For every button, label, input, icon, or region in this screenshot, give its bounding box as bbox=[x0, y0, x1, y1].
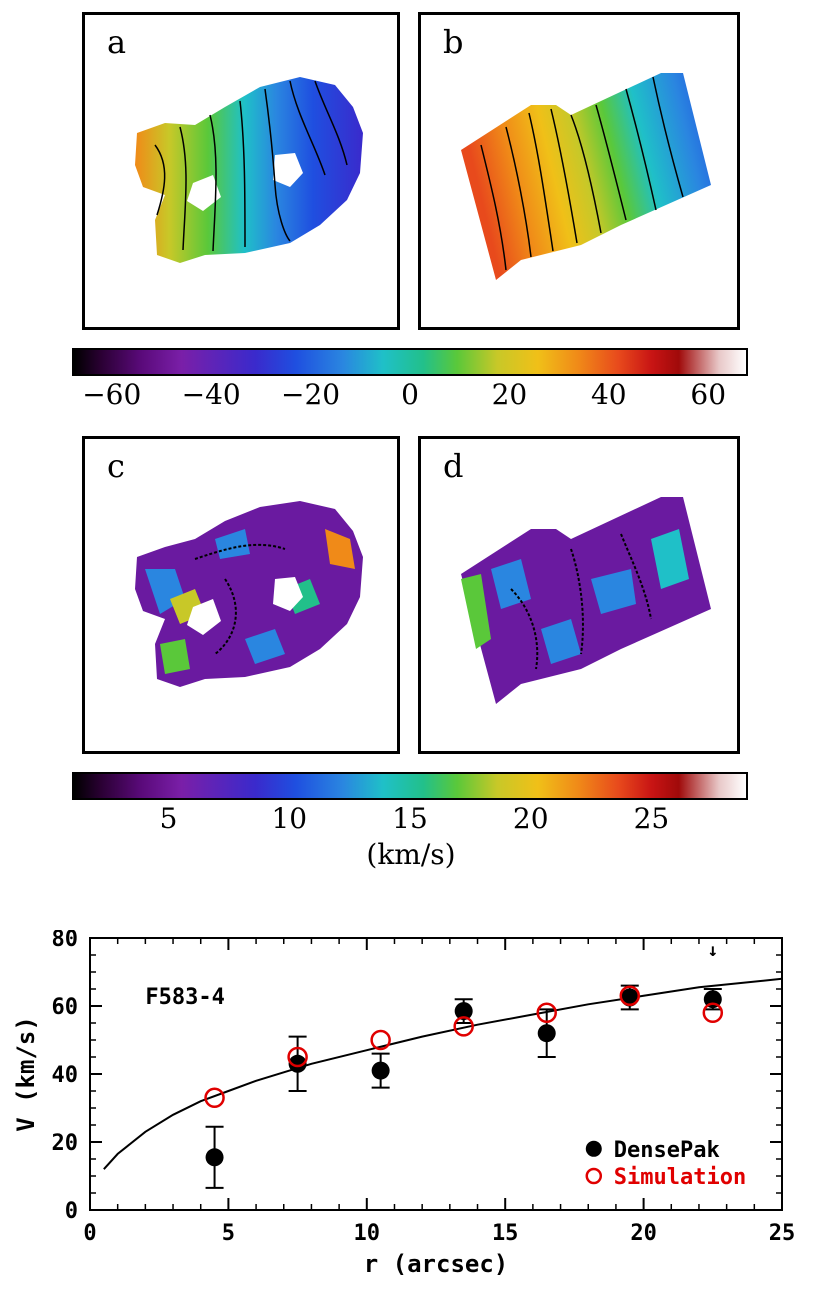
dispersion-colorbar-tick-label: 25 bbox=[633, 802, 670, 835]
y-axis-label: V (km/s) bbox=[12, 1016, 40, 1132]
panel-c-label: c bbox=[107, 447, 125, 485]
panel-b: b bbox=[418, 12, 740, 330]
velocity-map-b bbox=[461, 73, 711, 280]
x-tick-label: 0 bbox=[83, 1221, 96, 1246]
simulation-point bbox=[204, 1087, 225, 1109]
simulation-point bbox=[287, 1046, 308, 1068]
x-tick-label: 25 bbox=[769, 1221, 796, 1246]
dispersion-colorbar-tick-label: 10 bbox=[271, 802, 308, 835]
legend-simulation-label: Simulation bbox=[614, 1165, 746, 1190]
dispersion-unit-label: (km/s) bbox=[366, 838, 456, 871]
y-tick-label: 0 bbox=[65, 1199, 78, 1224]
chart-title: F583-4 bbox=[145, 985, 224, 1010]
velocity-colorbar-tick-label: −60 bbox=[82, 378, 142, 411]
dispersion-colorbar-tick-label: 5 bbox=[159, 802, 178, 835]
velocity-colorbar-tick-label: −20 bbox=[281, 378, 341, 411]
dispersion-colorbar-tick-label: 15 bbox=[392, 802, 428, 835]
velocity-colorbar-tick-label: 40 bbox=[590, 378, 627, 411]
simulation-point bbox=[453, 1016, 474, 1037]
dispersion-colorbar bbox=[72, 772, 748, 800]
velocity-colorbar-tick-label: −40 bbox=[181, 378, 241, 411]
x-tick-label: 10 bbox=[354, 1221, 381, 1246]
simulation-point bbox=[619, 985, 641, 1007]
densepak-point bbox=[205, 1148, 224, 1167]
panel-a-label: a bbox=[107, 23, 127, 61]
velocity-colorbar bbox=[72, 348, 748, 376]
panel-d-label: d bbox=[443, 447, 464, 485]
y-tick-label: 40 bbox=[52, 1063, 79, 1088]
upper-limit-arrow: ↓ bbox=[707, 940, 718, 961]
dispersion-map-c bbox=[135, 501, 363, 687]
panel-d: d bbox=[418, 436, 740, 754]
simulation-point bbox=[370, 1029, 391, 1051]
velocity-map-a bbox=[135, 77, 363, 263]
y-tick-label: 80 bbox=[52, 930, 79, 952]
velocity-colorbar-tick-label: 0 bbox=[401, 378, 419, 411]
velocity-colorbar-tick-label: 60 bbox=[690, 378, 727, 411]
densepak-point bbox=[371, 1061, 390, 1080]
dispersion-colorbar-tick-label: 20 bbox=[512, 802, 549, 835]
y-tick-label: 60 bbox=[52, 995, 79, 1020]
x-tick-label: 15 bbox=[492, 1221, 519, 1246]
panel-c: c bbox=[82, 436, 400, 754]
x-tick-label: 5 bbox=[222, 1221, 235, 1246]
x-axis-label: r (arcsec) bbox=[364, 1250, 509, 1278]
densepak-point bbox=[454, 1002, 473, 1021]
velocity-colorbar-tick-label: 20 bbox=[491, 378, 528, 411]
legend-densepak-marker bbox=[585, 1140, 602, 1157]
dispersion-map-d bbox=[461, 497, 711, 704]
model-curve-line bbox=[103, 977, 783, 1170]
densepak-point bbox=[620, 988, 639, 1007]
legend-simulation-marker bbox=[585, 1167, 603, 1185]
rotation-curve-chart: 0 5 10 15 20 25 0 20 40 60 80 r (arcsec) V (km/s) F58… bbox=[12, 930, 796, 1278]
x-tick-label: 20 bbox=[630, 1221, 657, 1246]
panel-a: a bbox=[82, 12, 400, 330]
densepak-point bbox=[537, 1024, 556, 1043]
legend-densepak-label: DensePak bbox=[614, 1138, 720, 1163]
panel-b-label: b bbox=[443, 23, 464, 61]
densepak-point bbox=[288, 1054, 307, 1073]
y-tick-label: 20 bbox=[52, 1131, 79, 1156]
simulation-point bbox=[702, 1002, 724, 1024]
simulation-point bbox=[536, 1002, 557, 1024]
